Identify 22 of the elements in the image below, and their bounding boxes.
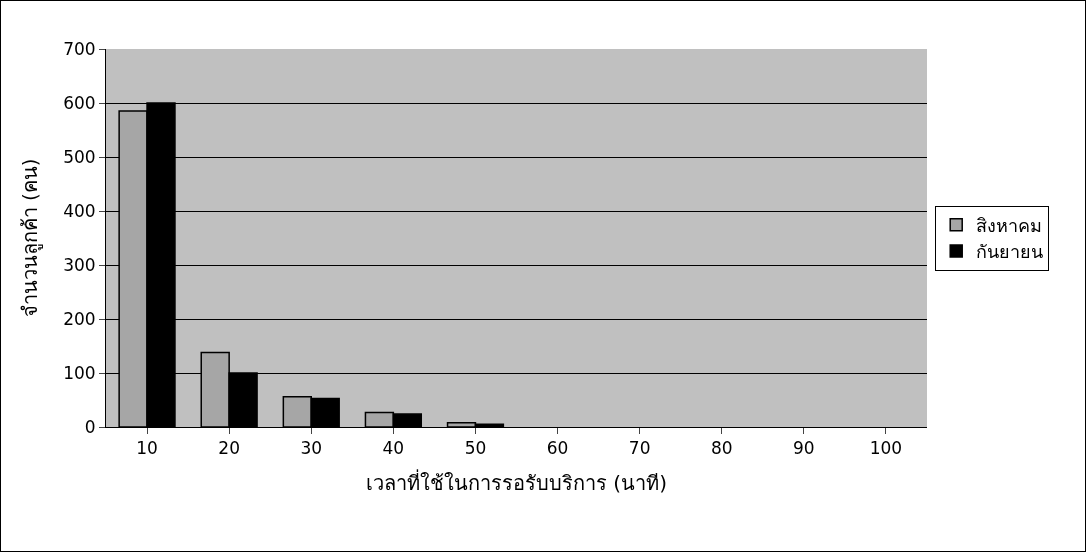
x-tick-label: 30 (300, 438, 323, 459)
y-tick-label: 200 (63, 308, 96, 329)
x-tick-label: 60 (546, 438, 569, 459)
x-tick-label: 10 (136, 438, 158, 459)
y-tick-label: 300 (63, 254, 96, 275)
y-tick-label: 100 (63, 362, 96, 383)
x-axis-title: เวลาที่ใช้ในการรอรับบริการ (นาที) (366, 468, 667, 495)
y-tick-label: 400 (63, 200, 96, 221)
x-tick-label: 40 (382, 438, 405, 459)
y-tick-label: 500 (63, 146, 96, 167)
y-tick-label: 700 (63, 38, 96, 59)
y-tick-label: 0 (84, 416, 96, 437)
y-axis-title: จำนวนลูกค้า (คน) (17, 158, 43, 318)
x-tick-label: 80 (710, 438, 733, 459)
x-tick-label: 50 (464, 438, 487, 459)
x-tick-label: 100 (869, 438, 903, 459)
legend-label: กันยายน (976, 241, 1044, 263)
x-tick-label: 90 (793, 438, 815, 459)
x-tick-label: 70 (628, 438, 651, 459)
x-tick-label: 20 (218, 438, 240, 459)
legend-label: สิงหาคม (976, 214, 1043, 236)
y-tick-label: 600 (63, 92, 96, 113)
